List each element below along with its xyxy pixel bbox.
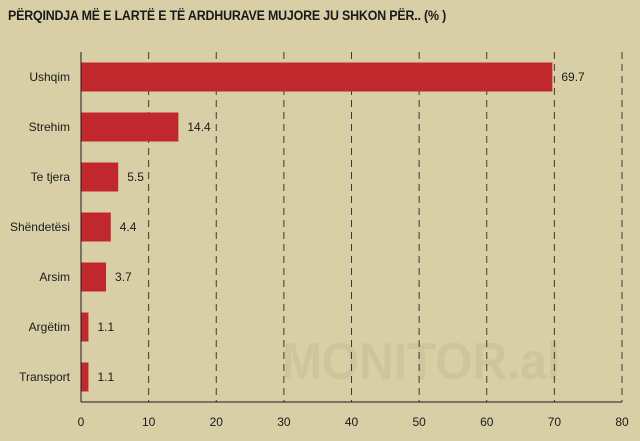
bar-1	[81, 112, 179, 142]
category-label: Shëndetësi	[10, 220, 70, 234]
category-label: Arsim	[39, 270, 70, 284]
x-tick-label: 80	[615, 415, 629, 429]
x-tick-label: 10	[142, 415, 156, 429]
category-label: Strehim	[29, 120, 70, 134]
bars-group: Ushqim 69.7 Strehim 14.4 Te tjera 5.5 Shëndetë…	[10, 62, 585, 392]
grid-lines	[148, 52, 623, 402]
x-tick-label: 20	[210, 415, 224, 429]
value-label: 14.4	[187, 120, 211, 134]
x-tick-label: 50	[412, 415, 426, 429]
x-tick-label: 30	[277, 415, 291, 429]
value-label: 4.4	[120, 220, 137, 234]
value-label: 1.1	[97, 370, 114, 384]
value-label: 5.5	[127, 170, 144, 184]
value-label: 69.7	[561, 70, 585, 84]
chart-title: PËRQINDJA MË E LARTË E TË ARDHURAVE MUJO…	[8, 8, 447, 23]
category-label: Transport	[19, 370, 71, 384]
bar-6	[81, 362, 89, 392]
bar-2	[81, 162, 119, 192]
category-label: Argëtim	[29, 320, 70, 334]
bar-5	[81, 312, 89, 342]
watermark-text: MONITOR.al	[282, 333, 561, 391]
bar-4	[81, 262, 107, 292]
x-tick-label: 60	[480, 415, 494, 429]
value-label: 1.1	[97, 320, 114, 334]
category-label: Te tjera	[31, 170, 71, 184]
x-axis: 0 10 20 30 40 50 60 70 80	[78, 52, 629, 429]
value-label: 3.7	[115, 270, 132, 284]
x-tick-label: 0	[78, 415, 85, 429]
category-label: Ushqim	[29, 70, 70, 84]
x-tick-label: 40	[345, 415, 359, 429]
bar-0	[81, 62, 553, 92]
x-tick-label: 70	[548, 415, 562, 429]
bar-3	[81, 212, 111, 242]
